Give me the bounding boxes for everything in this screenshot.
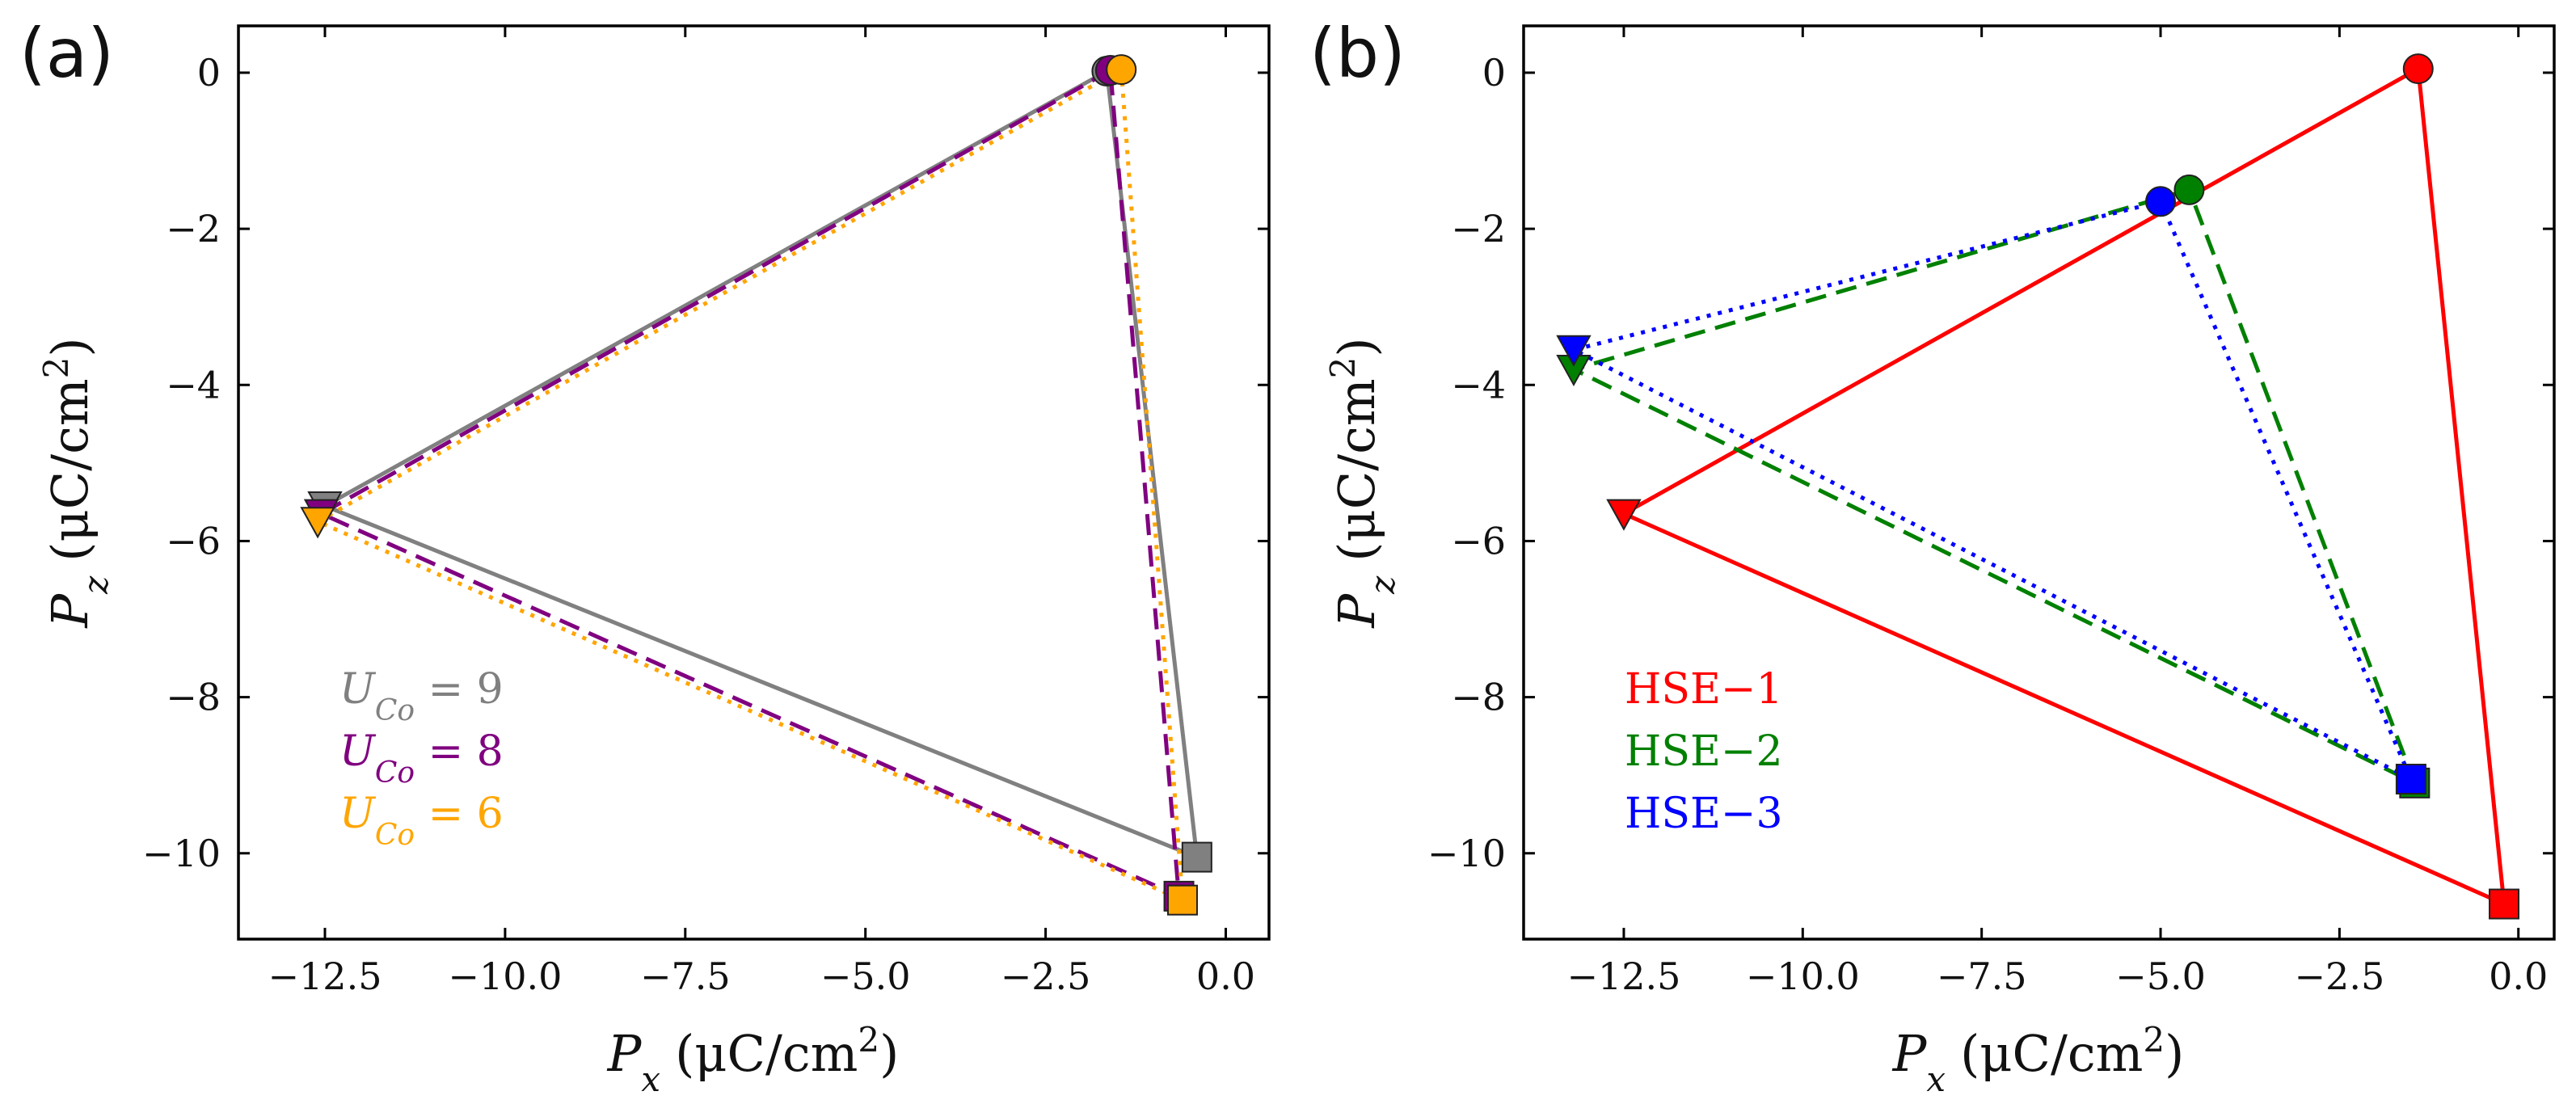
legend-var: U [339, 727, 377, 776]
panel-b-y-tick-label: 0 [1482, 51, 1506, 95]
y-axis-var: P [1327, 593, 1386, 629]
panel-b-triangle-marker [1606, 499, 1642, 531]
panel-b-series-1-line [1621, 66, 2506, 906]
y-axis-unit: (μC/cm [40, 378, 99, 561]
panel-a-x-tick-label: 0.0 [1196, 954, 1255, 998]
x-axis-subscript: x [1926, 1060, 1946, 1099]
panel-b-square-marker [2395, 764, 2426, 795]
panel-a-series-3-line [315, 67, 1185, 903]
panel-a-plot-area [300, 54, 1212, 916]
legend-subscript: Co [375, 694, 415, 727]
x-axis-exponent: 2 [858, 1020, 879, 1060]
panel-a-legend-entry: UCo = 9 [339, 665, 504, 727]
panel-b-y-axis-label: Pz (μC/cm2) [1323, 337, 1402, 628]
x-axis-var: P [607, 1024, 643, 1083]
panel-a-ticks: −12.5 −10.0 −7.5 −5.0 −2.5 0.0 0 −2 −4 −6 −8 −10 [142, 26, 1269, 998]
y-axis-subscript: z [76, 575, 116, 595]
y-axis-var: P [40, 593, 99, 629]
x-axis-unit: (μC/cm [675, 1024, 858, 1083]
panel-b-y-tick-label: −6 [1451, 519, 1506, 563]
y-axis-close: ) [40, 337, 99, 356]
panel-a-series-1-line [323, 69, 1199, 860]
panel-b-frame [1522, 24, 2556, 941]
panel-a-series-2-line [319, 68, 1181, 899]
panel-a-x-tick-label: −5.0 [820, 954, 911, 998]
x-axis-var: P [1892, 1024, 1928, 1083]
panel-a-y-tick-label: −10 [142, 832, 221, 875]
panel-a-y-tick-label: −2 [166, 207, 221, 251]
panel-a-x-axis-label: Px (μC/cm2) [607, 1020, 900, 1099]
y-axis-close: ) [1327, 337, 1386, 356]
panel-a-x-tick-label: −2.5 [1001, 954, 1091, 998]
legend-value: = 9 [415, 665, 504, 714]
legend-subscript: Co [375, 756, 415, 790]
panel-a-y-tick-label: −6 [166, 519, 221, 563]
panel-a-y-tick-label: 0 [197, 51, 221, 95]
panel-b-legend: HSE−1 HSE−2 HSE−3 [1625, 665, 1783, 838]
panel-b-circle-marker [2145, 186, 2177, 217]
panel-b-legend-entry: HSE−2 [1625, 727, 1783, 776]
panel-b-x-tick-label: −12.5 [1566, 954, 1680, 998]
panel-a-label: (a) [19, 14, 114, 93]
panel-b-legend-entry: HSE−1 [1625, 665, 1783, 714]
panel-b-x-axis-label: Px (μC/cm2) [1892, 1020, 2185, 1099]
panel-b-triangle-marker [1556, 335, 1592, 367]
panel-a-x-tick-label: −12.5 [268, 954, 382, 998]
x-axis-close: ) [879, 1024, 899, 1083]
panel-b-plot-area [1556, 53, 2520, 920]
panel-a-triangle-marker [300, 507, 335, 539]
panel-a-y-axis-label: Pz (μC/cm2) [36, 337, 116, 628]
panel-b-x-tick-label: −2.5 [2295, 954, 2385, 998]
panel-b-circle-marker [2402, 53, 2434, 85]
panel-b-series-2-line [1571, 188, 2417, 786]
legend-var: U [339, 790, 377, 838]
panel-b-ticks: −12.5 −10.0 −7.5 −5.0 −2.5 0.0 0 −2 −4 −6 −8 −10 [1427, 26, 2554, 998]
legend-subscript: Co [375, 819, 415, 852]
x-axis-unit: (μC/cm [1960, 1024, 2143, 1083]
panel-b-y-tick-label: −2 [1451, 207, 1506, 251]
panel-b-series-3-line [1571, 199, 2414, 782]
panel-a-frame [237, 24, 1271, 941]
legend-value: = 8 [415, 727, 504, 776]
panel-b-x-tick-label: −10.0 [1746, 954, 1860, 998]
panel-b-x-tick-label: −5.0 [2115, 954, 2206, 998]
y-axis-subscript: z [1363, 575, 1402, 595]
panel-a-legend-entry: UCo = 8 [339, 727, 504, 790]
panel-a: (a) −12.5 −10.0 −7.5 −5.0 −2.5 0.00−2−4−6−8−1… [19, 14, 1271, 1099]
legend-var: U [339, 665, 377, 714]
panel-b-y-tick-label: −10 [1427, 832, 1506, 875]
panel-b-legend-entry: HSE−3 [1625, 790, 1783, 838]
panel-b-x-tick-label: −7.5 [1937, 954, 2027, 998]
x-axis-close: ) [2165, 1024, 2184, 1083]
legend-value: = 6 [415, 790, 504, 838]
panel-a-circle-marker [1106, 54, 1137, 86]
panel-a-y-tick-label: −4 [166, 363, 221, 407]
panel-a-square-marker [1181, 841, 1212, 873]
panel-a-legend-entry: UCo = 6 [339, 790, 504, 852]
panel-b-square-marker [2489, 888, 2520, 920]
panel-b: (b) −12.5 −10.0 −7.5 −5.0 −2.5 0.00−2−4−6−8−1… [1309, 14, 2556, 1099]
x-axis-exponent: 2 [2143, 1020, 2165, 1060]
panel-b-x-tick-label: 0.0 [2489, 954, 2548, 998]
panel-b-label: (b) [1309, 14, 1406, 93]
panel-b-y-tick-label: −4 [1451, 363, 1506, 407]
panel-a-square-marker [1167, 884, 1199, 916]
y-axis-unit: (μC/cm [1327, 378, 1386, 561]
x-axis-subscript: x [641, 1060, 660, 1099]
panel-b-y-tick-label: −8 [1451, 676, 1506, 719]
panel-a-x-tick-label: −10.0 [448, 954, 562, 998]
panel-a-y-tick-label: −8 [166, 676, 221, 719]
panel-a-x-tick-label: −7.5 [640, 954, 731, 998]
y-axis-exponent: 2 [1323, 357, 1363, 379]
panel-b-circle-marker [2173, 174, 2205, 205]
y-axis-exponent: 2 [36, 357, 76, 379]
